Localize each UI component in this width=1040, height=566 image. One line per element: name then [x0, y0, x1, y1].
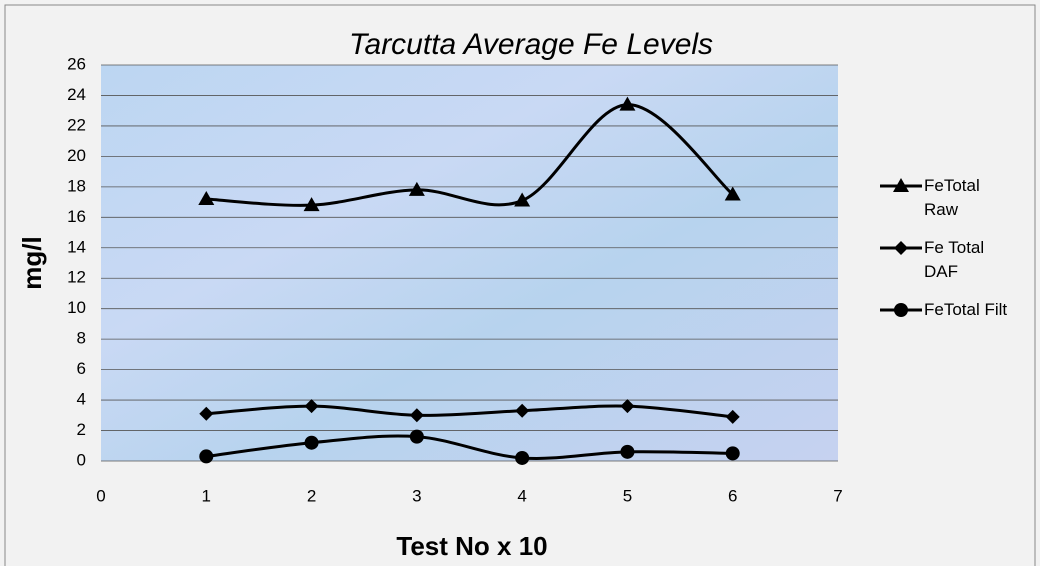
series-line — [206, 404, 733, 419]
x-tick-label: 5 — [623, 486, 632, 505]
legend-label: Fe Total DAF — [924, 238, 985, 281]
marker — [409, 429, 424, 444]
y-tick-label: 6 — [77, 359, 86, 378]
x-tick-label: 6 — [728, 486, 737, 505]
series-line — [206, 434, 733, 460]
chart-border — [4, 4, 1036, 566]
x-tick-label: 3 — [412, 486, 421, 505]
y-tick-label: 18 — [67, 176, 86, 195]
x-tick-label: 7 — [833, 486, 842, 505]
y-tick-label: 24 — [67, 85, 86, 104]
y-tick-label: 2 — [77, 420, 86, 439]
marker — [515, 403, 530, 418]
x-tick-label: 2 — [307, 486, 316, 505]
legend-swatch — [880, 303, 922, 317]
marker — [303, 197, 320, 212]
y-tick-label: 14 — [67, 237, 86, 256]
x-tick-label: 4 — [517, 486, 526, 505]
marker — [304, 435, 319, 450]
legend-item: FeTotal Filt — [878, 298, 1018, 360]
marker — [620, 399, 635, 414]
legend-item: FeTotal Raw — [878, 174, 1018, 236]
chart-title: Tarcutta Average Fe Levels — [349, 28, 713, 61]
legend-label: FeTotal Raw — [924, 176, 980, 219]
legend-marker — [894, 241, 908, 255]
marker — [725, 409, 740, 424]
marker — [409, 408, 424, 423]
y-tick-label: 8 — [77, 329, 86, 348]
y-tick-label: 4 — [77, 390, 86, 409]
marker — [724, 186, 741, 201]
x-tick-label: 0 — [96, 486, 105, 505]
legend-marker — [894, 303, 908, 317]
y-tick-label: 22 — [67, 115, 86, 134]
y-tick-label: 26 — [67, 54, 86, 73]
y-tick-label: 20 — [67, 146, 86, 165]
marker — [515, 450, 530, 465]
y-tick-label: 10 — [67, 298, 86, 317]
marker — [725, 446, 740, 461]
marker — [199, 449, 214, 464]
legend-swatch — [880, 241, 922, 255]
legend-marker — [893, 178, 909, 192]
legend-item: Fe Total DAF — [878, 236, 1018, 298]
marker — [620, 444, 635, 459]
y-tick-label: 0 — [77, 450, 86, 469]
marker — [198, 191, 215, 206]
plot-area — [101, 65, 838, 461]
legend: FeTotal Raw Fe Total DAF FeTotal Filt — [878, 174, 1018, 360]
series-line — [206, 103, 734, 207]
x-tick-label: 1 — [202, 486, 211, 505]
marker — [619, 96, 636, 111]
x-axis-label: Test No x 10 — [396, 531, 547, 561]
marker — [304, 399, 319, 414]
marker — [514, 192, 531, 207]
legend-swatch — [880, 178, 922, 192]
legend-label: FeTotal Filt — [924, 300, 1008, 319]
marker — [199, 406, 214, 421]
marker — [408, 181, 425, 196]
y-tick-label: 12 — [67, 268, 86, 287]
y-tick-label: 16 — [67, 207, 86, 226]
y-axis-label: mg/l — [17, 236, 47, 289]
